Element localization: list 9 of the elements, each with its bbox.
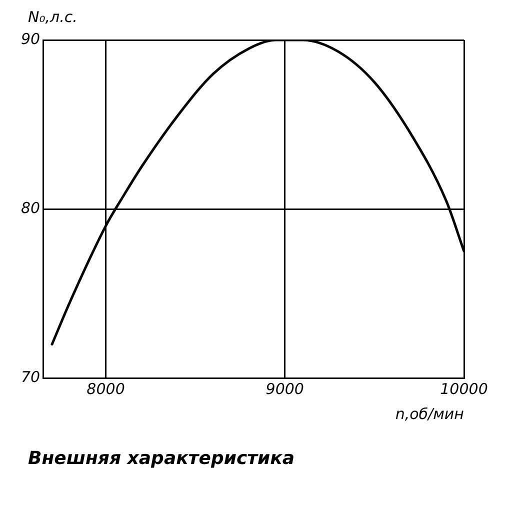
- text: Внешняя характеристика: [27, 448, 296, 469]
- x-tick-label: 8000: [86, 380, 125, 398]
- y-axis-title: N₀,л.с.: [27, 8, 78, 28]
- y-tick-label: 70: [20, 368, 40, 386]
- y-tick-label: 80: [20, 198, 40, 217]
- x-tick-label: 9000: [266, 380, 304, 398]
- x-tick-label: 10000: [440, 380, 488, 398]
- y-tick-label: 90: [20, 30, 40, 48]
- x-axis-title: n,об/мин: [395, 404, 464, 423]
